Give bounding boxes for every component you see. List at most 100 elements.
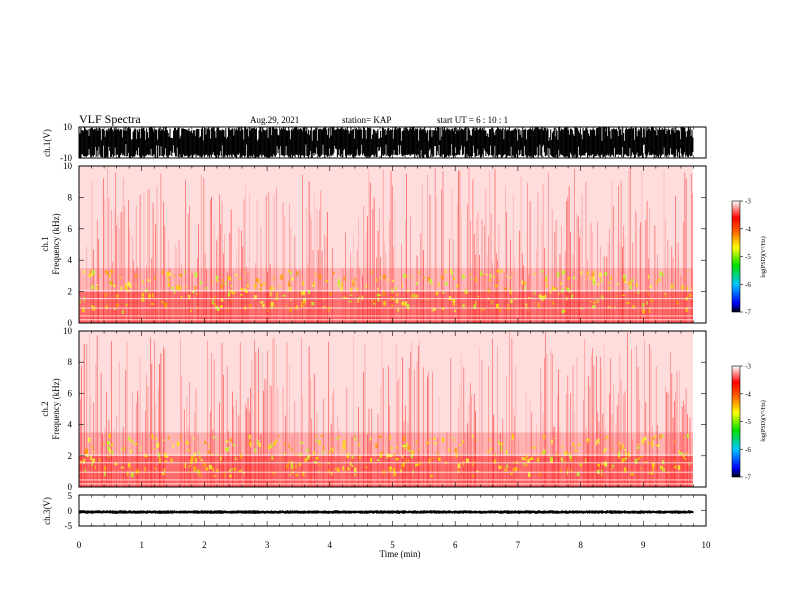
spectrogram-hotspot — [389, 466, 392, 469]
spectrogram-hotspot — [151, 434, 154, 439]
spectrogram-hotspot — [570, 456, 572, 462]
spectrogram-hotspot — [228, 289, 231, 291]
frequency-tick-label: 6 — [68, 388, 73, 398]
spectrogram-hotspot — [354, 277, 357, 282]
spectrogram-hotspot — [168, 271, 170, 273]
spectrogram-hotspot — [536, 457, 540, 462]
spectrogram-hotspot — [354, 435, 356, 440]
spectrogram-hotspot — [410, 276, 413, 278]
spectrogram-hotspot — [288, 474, 292, 476]
spectrogram-hotspot — [344, 447, 346, 451]
spectrogram-hotspot — [375, 443, 378, 449]
spectrogram-hotspot — [330, 446, 332, 451]
spectrogram-hotspot — [476, 470, 479, 473]
frequency-tick-label: 2 — [68, 451, 73, 461]
spectrogram-hotspot — [585, 278, 587, 280]
spectrogram-hotspot — [614, 306, 616, 308]
spectrogram-hotspot — [350, 294, 353, 296]
spectrogram-hotspot — [608, 286, 611, 290]
spectrogram-hotspot — [361, 295, 363, 301]
spectrogram-hotspot — [404, 275, 407, 278]
spectrogram-hotspot — [472, 463, 474, 467]
spectrogram-hotspot — [438, 282, 440, 287]
spectrogram-hotspot — [545, 294, 547, 299]
spectrogram-hotspot — [567, 470, 569, 476]
spectrogram-hotspot — [657, 444, 660, 447]
frequency-tick-label: 8 — [68, 357, 73, 367]
spectrogram-hotspot — [161, 301, 164, 304]
spectrogram-hotspot — [488, 279, 492, 282]
spectrogram-hotspot — [91, 445, 93, 450]
spectrogram-hotspot — [567, 276, 570, 281]
spectrogram-hotspot — [215, 276, 218, 281]
ch3-ytick-bottom: -5 — [65, 521, 73, 531]
spectrogram-hotspot — [430, 474, 433, 477]
spectrogram-hotspot — [416, 281, 418, 286]
spectrogram-hotspot — [407, 445, 411, 450]
spectrogram-hotspot — [296, 305, 298, 310]
spectrogram-hotspot — [623, 448, 627, 451]
spectrogram-hotspot — [553, 288, 556, 291]
spectrogram-hotspot — [308, 289, 310, 295]
spectrogram-hotspot — [354, 467, 357, 472]
start-time-label: start UT = 6 : 10 : 1 — [437, 115, 508, 125]
spectrogram-hotspot — [393, 299, 396, 302]
spectrogram-hotspot — [591, 306, 594, 309]
spectrogram-hotspot — [359, 455, 361, 460]
spectrogram-hotspot — [179, 273, 182, 277]
spectrogram-hotspot — [415, 294, 418, 299]
spectrogram-hotspot — [142, 279, 144, 284]
spectrogram-hotspot — [376, 293, 380, 297]
spectrogram-hotspot — [627, 302, 630, 305]
spectrogram-hotspot — [574, 449, 578, 453]
spectrogram-hotspot — [556, 287, 558, 291]
spectrogram-hotspot — [242, 471, 245, 475]
spectrogram-hotspot — [431, 310, 434, 312]
spectrogram-hotspot — [230, 285, 233, 287]
spectrogram-hotspot — [534, 291, 536, 295]
spectrogram-hotspot — [190, 310, 192, 313]
spectrogram-hotspot — [403, 273, 406, 278]
spectrogram-hotspot — [416, 463, 419, 467]
spectrogram-hotspot — [664, 293, 667, 295]
spectrogram-hotspot — [590, 301, 592, 303]
spectrogram-hotspot — [95, 474, 97, 476]
spectrogram-hotspot — [194, 272, 198, 278]
spectrogram-hotspot — [135, 274, 137, 278]
spectrogram-hotspot — [637, 443, 640, 445]
ch1-waveform-trace — [79, 127, 694, 158]
spectrogram-hotspot — [662, 460, 665, 465]
ch1-spectrogram-ticks — [78, 165, 707, 324]
spectrogram-hotspot — [107, 446, 110, 451]
colorbar-tick-label: -5 — [745, 418, 751, 426]
spectrogram-hotspot — [542, 449, 546, 454]
spectrogram-hotspot — [284, 443, 286, 446]
spectrogram-hotspot — [288, 280, 290, 283]
spectrogram-hotspot — [215, 306, 218, 310]
spectrogram-hotspot — [426, 441, 430, 445]
spectrogram-hotspot — [105, 305, 108, 310]
spectrogram-hotspot — [610, 468, 613, 470]
spectrogram-hotspot — [322, 445, 325, 451]
spectrogram-hotspot — [109, 273, 111, 279]
spectrogram-hotspot — [248, 304, 252, 309]
spectrogram-hotspot — [248, 434, 251, 440]
spectrogram-hotspot — [680, 286, 684, 290]
spectrogram-hotspot — [276, 291, 278, 295]
spectrogram-hotspot — [477, 295, 480, 297]
spectrogram-hotspot — [114, 463, 118, 466]
spectrogram-hotspot — [457, 463, 461, 469]
spectrogram-hotspot — [228, 292, 230, 295]
spectrogram-band — [79, 432, 693, 456]
spectrogram-hotspot — [107, 455, 111, 458]
spectrogram-hotspot — [658, 277, 661, 282]
spectrogram-hotspot — [685, 307, 688, 312]
spectrogram-hotspot — [523, 461, 525, 466]
spectrogram-hotspot — [648, 274, 650, 279]
spectrogram-hotspot — [469, 273, 472, 275]
spectrogram-hotspot — [83, 297, 85, 302]
spectrogram-hotspot — [510, 299, 513, 304]
spectrogram-hotspot — [341, 450, 343, 453]
spectrogram-hotspot — [550, 456, 553, 461]
spectrogram-hotspot — [89, 274, 93, 277]
